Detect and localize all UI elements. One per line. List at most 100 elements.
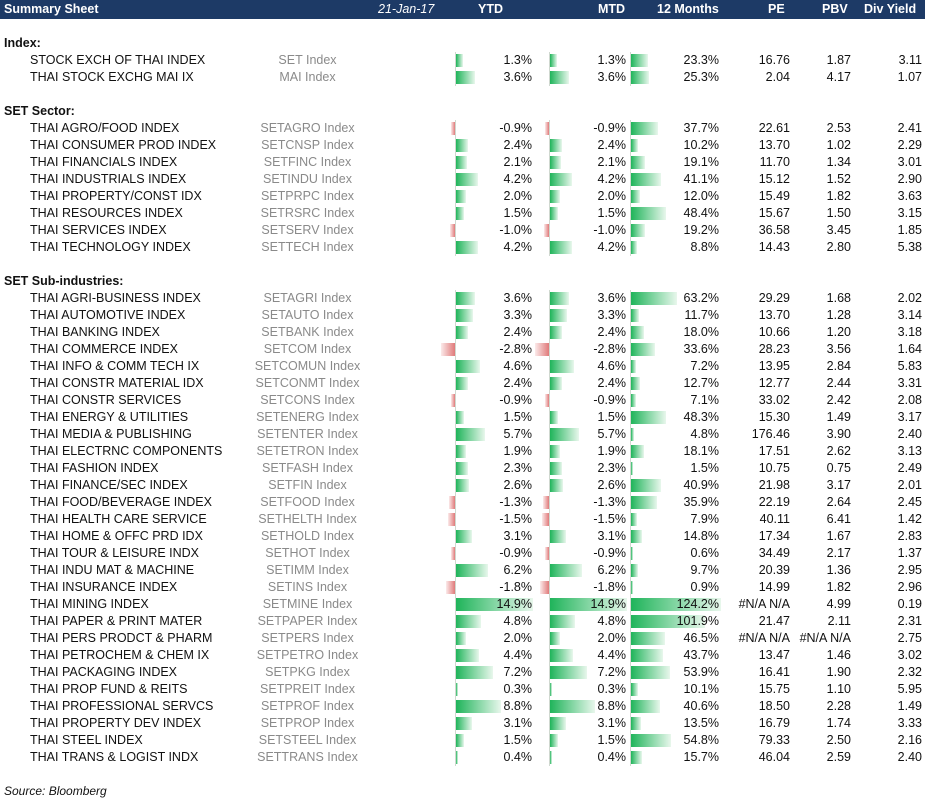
mtd-axis-line [549, 664, 550, 681]
m12-data-bar [631, 683, 639, 696]
pbv-value: 1.49 [826, 410, 851, 424]
div-yield-value: 5.38 [897, 240, 922, 254]
ytd-axis-line [455, 749, 456, 766]
ytd-value: 3.1% [503, 716, 533, 730]
mtd-axis-line [549, 205, 550, 222]
pe-value: 13.70 [758, 308, 790, 322]
ytd-data-bar [456, 71, 475, 84]
index-name: THAI PACKAGING INDEX [30, 665, 178, 679]
twelve-month-value: 12.0% [683, 189, 719, 203]
mtd-data-bar [550, 309, 568, 322]
ytd-axis-line [455, 358, 456, 375]
pe-value: 11.70 [759, 155, 790, 169]
pbv-value: 2.42 [826, 393, 851, 407]
table-row: THAI PETROCHEM & CHEM IX SETPETRO Index 4.… [0, 647, 925, 664]
ytd-value: 1.5% [503, 206, 533, 220]
mtd-axis-line [549, 341, 550, 358]
ytd-data-bar [456, 462, 468, 475]
pe-value: 176.46 [751, 427, 790, 441]
mtd-axis-line [549, 188, 550, 205]
mtd-axis-line [549, 715, 550, 732]
mtd-value: 1.9% [597, 444, 627, 458]
twelve-month-value: 10.1% [683, 682, 719, 696]
table-row: THAI INFO & COMM TECH IX SETCOMUN Index 4.… [0, 358, 925, 375]
table-row: THAI INDU MAT & MACHINE SETIMM Index 6.2% 6… [0, 562, 925, 579]
twelve-month-value: 7.9% [690, 512, 720, 526]
ytd-data-bar [450, 394, 455, 407]
twelve-month-value: 41.1% [683, 172, 719, 186]
m12-data-bar [631, 309, 640, 322]
mtd-data-bar [542, 496, 549, 509]
mtd-value: 2.0% [597, 189, 627, 203]
table-row: THAI CONSTR MATERIAL IDX SETCONMT Index 2.… [0, 375, 925, 392]
mtd-data-bar [544, 394, 549, 407]
pe-value: 16.79 [758, 716, 790, 730]
m12-data-bar [631, 173, 661, 186]
pe-value: 29.29 [758, 291, 790, 305]
mtd-value: 2.4% [597, 325, 627, 339]
index-name: THAI INDU MAT & MACHINE [30, 563, 195, 577]
ytd-axis-line [455, 137, 456, 154]
m12-axis-line [630, 630, 631, 647]
ytd-data-bar [456, 683, 458, 696]
div-yield-value: 5.83 [897, 359, 922, 373]
ytd-value: 3.6% [503, 70, 533, 84]
ticker-label: SETAGRO Index [260, 121, 355, 135]
ytd-value: 2.3% [503, 461, 533, 475]
ytd-data-bar [456, 173, 478, 186]
m12-data-bar [631, 547, 633, 560]
ytd-value: 4.4% [503, 648, 533, 662]
mtd-value: 2.3% [597, 461, 627, 475]
sheet-title: Summary Sheet [4, 2, 99, 16]
pbv-value: 3.90 [826, 427, 851, 441]
ytd-axis-line [455, 375, 456, 392]
mtd-value: 3.1% [597, 716, 627, 730]
m12-data-bar [631, 530, 642, 543]
table-row: THAI FINANCE/SEC INDEX SETFIN Index 2.6% 2.… [0, 477, 925, 494]
m12-axis-line [630, 222, 631, 239]
div-yield-value: 3.14 [897, 308, 922, 322]
mtd-data-bar [550, 530, 567, 543]
m12-data-bar [631, 54, 648, 67]
ytd-value: -1.8% [499, 580, 532, 594]
m12-data-bar [631, 428, 635, 441]
ytd-data-bar [456, 326, 469, 339]
pe-value: 33.02 [758, 393, 790, 407]
pe-value: 22.61 [758, 121, 790, 135]
ytd-data-bar [447, 513, 455, 526]
pbv-value: 3.56 [826, 342, 851, 356]
pe-value: 10.75 [758, 461, 790, 475]
m12-data-bar [631, 139, 639, 152]
mtd-data-bar [541, 513, 549, 526]
mtd-axis-line [549, 545, 550, 562]
pbv-value: 2.28 [826, 699, 851, 713]
ticker-label: SETCONS Index [260, 393, 355, 407]
ticker-label: SETPETRO Index [256, 648, 359, 662]
mtd-value: -0.9% [593, 393, 626, 407]
ytd-data-bar [441, 343, 455, 356]
mtd-value: 0.3% [597, 682, 627, 696]
ticker-label: SETSTEEL Index [258, 733, 357, 747]
ytd-data-bar [456, 360, 480, 373]
ytd-value: 5.7% [503, 427, 533, 441]
m12-axis-line [630, 341, 631, 358]
twelve-month-value: 54.8% [683, 733, 719, 747]
twelve-month-value: 15.7% [683, 750, 719, 764]
ytd-data-bar [456, 292, 475, 305]
twelve-month-value: 48.3% [683, 410, 719, 424]
div-yield-value: 3.63 [897, 189, 922, 203]
mtd-data-bar [550, 683, 552, 696]
ytd-axis-line [455, 409, 456, 426]
ytd-axis-line [455, 579, 456, 596]
ytd-data-bar [456, 190, 467, 203]
table-row: THAI PACKAGING INDEX SETPKG Index 7.2% 7.2%… [0, 664, 925, 681]
mtd-value: 1.5% [597, 733, 627, 747]
ticker-label: SETMINE Index [262, 597, 353, 611]
div-yield-value: 3.17 [897, 410, 922, 424]
ytd-value: 1.5% [503, 733, 533, 747]
mtd-data-bar [550, 445, 560, 458]
div-yield-value: 3.33 [897, 716, 922, 730]
mtd-value: 3.6% [597, 291, 627, 305]
ytd-axis-line [455, 307, 456, 324]
div-yield-value: 3.02 [897, 648, 922, 662]
